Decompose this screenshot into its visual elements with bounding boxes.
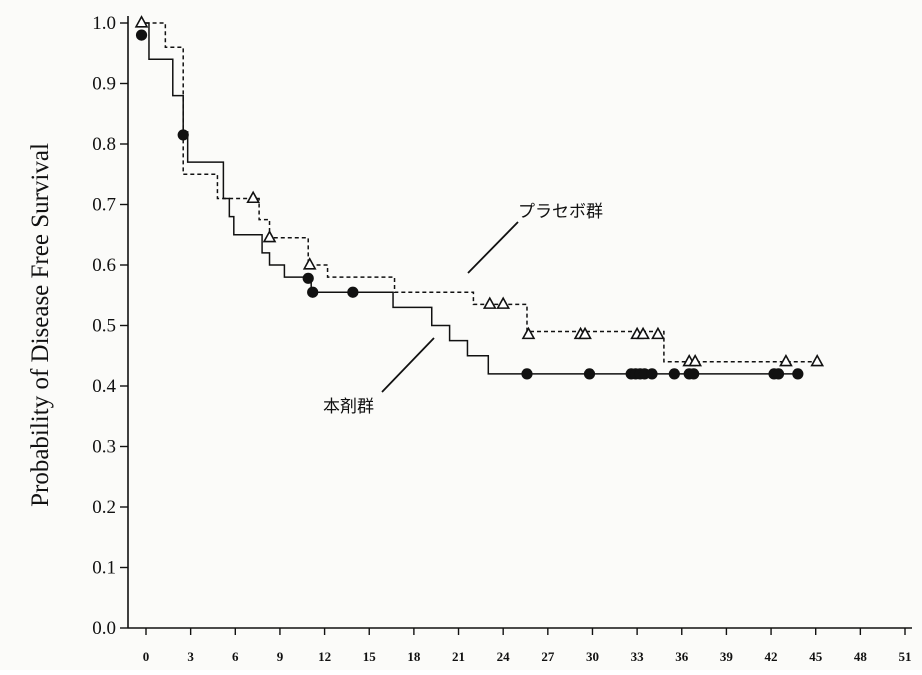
y-tick-label: 0.8 [92,134,116,155]
y-tick-label: 1.0 [92,13,116,34]
x-tick-label: 3 [187,649,194,664]
y-tick-label: 0.6 [92,255,116,276]
drug-censor-marker [646,368,658,380]
placebo-censor-marker [482,296,497,309]
drug-censor-marker [177,129,189,141]
placebo-group-survival-line [138,22,819,363]
y-tick-label: 0.3 [92,437,116,458]
placebo-censor-marker [578,326,592,340]
drug-censor-marker [347,286,359,298]
y-tick-label: 0.0 [92,618,116,639]
x-tick-label: 9 [277,649,284,664]
x-tick-label: 18 [407,649,421,664]
drug-censor-marker [668,368,680,380]
placebo-censor-marker [636,326,650,340]
placebo-censor-marker [302,257,317,270]
drug-censor-marker [772,368,785,380]
x-tick-label: 51 [899,649,912,664]
placebo-censor-marker [779,353,793,367]
censor-markers [134,15,825,380]
x-tick-label: 39 [720,649,734,664]
drug-censor-marker [583,368,596,380]
x-tick-label: 45 [809,649,823,664]
x-tick-label: 6 [232,649,239,664]
x-tick-label: 27 [541,649,555,664]
y-tick-label: 0.7 [92,195,116,216]
placebo-censor-marker [496,296,511,309]
x-tick-label: 15 [363,649,377,664]
x-tick-label: 36 [675,649,689,664]
placebo-censor-marker [246,190,261,204]
axes [127,16,912,629]
placebo-censor-marker [134,15,149,28]
y-tick-label: 0.4 [92,376,116,397]
drug-censor-marker [521,368,533,380]
placebo-censor-marker [810,353,825,367]
drug-censor-marker [302,272,314,284]
annotations: プラセボ群 本剤群 [323,202,603,417]
placebo-censor-marker [651,326,665,340]
x-tick-label: 21 [452,649,465,664]
x-tick-label: 33 [631,649,645,664]
drug-annotation: 本剤群 [323,397,374,417]
placebo-pointer-line [467,221,519,274]
x-tick-label: 42 [765,649,778,664]
y-tick-label: 0.5 [92,316,116,337]
x-ticks: 0 3 6 9 12 15 18 21 24 27 30 33 36 39 42 45 48 51 [143,628,912,664]
series [138,22,819,375]
drug-censor-marker [135,29,148,41]
placebo-annotation: プラセボ群 [518,202,603,222]
x-tick-label: 48 [854,649,868,664]
y-axis-label: Probability of Disease Free Survival [27,143,54,507]
x-tick-label: 12 [318,649,331,664]
y-tick-label: 0.1 [92,558,116,579]
placebo-censor-marker [688,353,703,367]
y-tick-label: 0.2 [92,497,116,518]
placebo-censor-marker [262,229,277,243]
x-tick-label: 30 [586,649,599,664]
drug-censor-marker [792,368,804,380]
y-tick-label: 0.9 [92,74,116,95]
drug-censor-marker [307,286,319,298]
x-tick-label: 0 [143,649,150,664]
drug-censor-marker [688,368,700,380]
x-tick-label: 24 [497,649,511,664]
y-ticks: 0.0 0.1 0.2 0.3 0.4 0.5 0.6 0.7 0.8 0.9 1.0 [92,13,128,639]
placebo-censor-marker [521,326,536,340]
drug-pointer-line [381,337,435,393]
